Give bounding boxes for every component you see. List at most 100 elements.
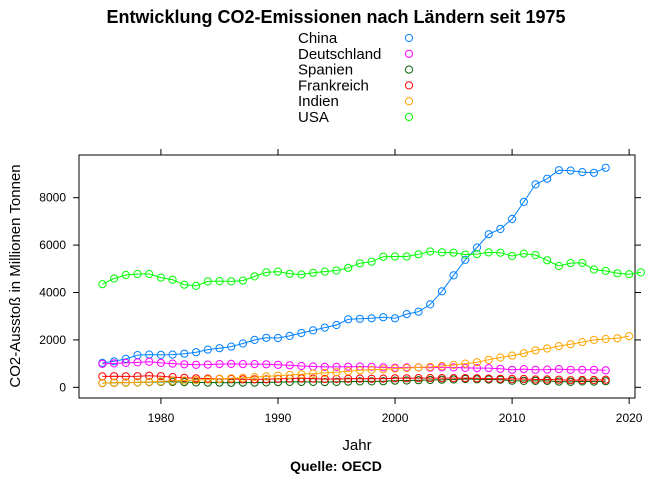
data-point — [578, 168, 587, 177]
data-point — [449, 248, 458, 257]
data-point — [519, 365, 528, 374]
data-point — [402, 374, 411, 383]
data-point — [589, 375, 599, 385]
data-point — [379, 252, 388, 261]
data-point — [554, 261, 564, 271]
data-point — [578, 365, 587, 374]
data-point — [390, 376, 400, 385]
legend-marker — [404, 65, 414, 74]
data-point — [110, 378, 119, 387]
data-point — [426, 300, 435, 309]
data-point — [461, 374, 470, 383]
y-axis-title: CO2-Ausstoß in Millionen Tonnen — [7, 164, 24, 387]
data-point — [180, 280, 189, 289]
data-point — [273, 360, 283, 369]
data-point — [133, 358, 142, 367]
data-point — [156, 358, 165, 367]
data-point — [543, 174, 552, 183]
data-point — [437, 374, 446, 383]
data-point — [203, 360, 212, 369]
data-point — [297, 361, 306, 371]
data-point — [320, 368, 329, 377]
data-point — [332, 320, 341, 330]
data-point — [215, 360, 224, 369]
x-tick-label: 1990 — [265, 411, 292, 425]
legend-item: Spanien — [298, 62, 414, 79]
data-point — [437, 248, 446, 257]
data-point — [554, 375, 564, 384]
data-point — [168, 376, 177, 385]
data-point — [121, 372, 130, 381]
data-point — [344, 315, 353, 324]
data-point — [332, 368, 341, 377]
data-point — [531, 375, 540, 384]
data-point — [355, 374, 364, 383]
data-point — [379, 374, 388, 383]
x-tick-label: 1980 — [148, 411, 175, 425]
data-point — [344, 367, 353, 376]
legend-marker — [404, 97, 414, 106]
data-point — [507, 351, 517, 360]
legend-marker — [404, 33, 414, 43]
y-tick-label: 0 — [59, 380, 66, 394]
data-point — [192, 281, 201, 290]
data-point — [180, 373, 189, 382]
data-point — [156, 377, 165, 386]
data-point — [496, 353, 505, 362]
data-point — [543, 365, 552, 374]
data-point — [110, 357, 119, 366]
data-point — [110, 359, 119, 368]
data-point — [449, 271, 458, 280]
legend-item: Frankreich — [298, 77, 414, 94]
data-point — [484, 364, 493, 373]
data-point — [519, 374, 528, 384]
data-point — [402, 376, 411, 385]
data-point — [484, 374, 493, 383]
data-point — [262, 333, 271, 342]
data-point — [379, 365, 388, 374]
data-point — [601, 266, 610, 275]
series-line — [102, 375, 606, 381]
data-point — [145, 357, 154, 366]
data-point — [320, 374, 329, 384]
series-line — [102, 378, 606, 384]
data-point — [133, 269, 142, 279]
data-point — [309, 268, 318, 277]
data-point — [250, 360, 259, 369]
data-point — [589, 168, 599, 177]
data-point — [250, 272, 259, 281]
data-point — [367, 374, 376, 383]
series-line — [102, 361, 606, 371]
legend: ChinaDeutschlandSpanienFrankreichIndienU… — [298, 30, 414, 126]
data-point — [589, 265, 599, 274]
data-point — [625, 270, 634, 279]
legend-item: Deutschland — [298, 46, 414, 63]
data-point — [484, 230, 493, 239]
data-point — [156, 350, 165, 359]
y-tick-label: 8000 — [39, 191, 66, 205]
data-point — [192, 348, 201, 357]
data-point — [262, 268, 271, 277]
y-tick-label: 4000 — [39, 286, 66, 300]
data-point — [355, 366, 364, 375]
data-point — [273, 371, 283, 380]
data-point — [566, 376, 575, 385]
series-line — [102, 335, 630, 384]
data-point — [484, 248, 493, 257]
data-point — [601, 163, 610, 172]
source-caption: Quelle: OECD — [290, 458, 382, 474]
legend-item: China — [298, 30, 414, 47]
data-point — [484, 355, 493, 364]
data-point — [367, 257, 376, 266]
data-point — [227, 342, 236, 351]
data-point — [98, 379, 107, 388]
data-point — [519, 197, 528, 206]
series-deutschland — [98, 357, 610, 375]
data-point — [238, 276, 247, 285]
data-point — [507, 374, 517, 384]
legend-item: USA — [298, 109, 414, 126]
data-point — [227, 277, 236, 286]
data-point — [121, 270, 130, 280]
data-point — [625, 332, 634, 341]
